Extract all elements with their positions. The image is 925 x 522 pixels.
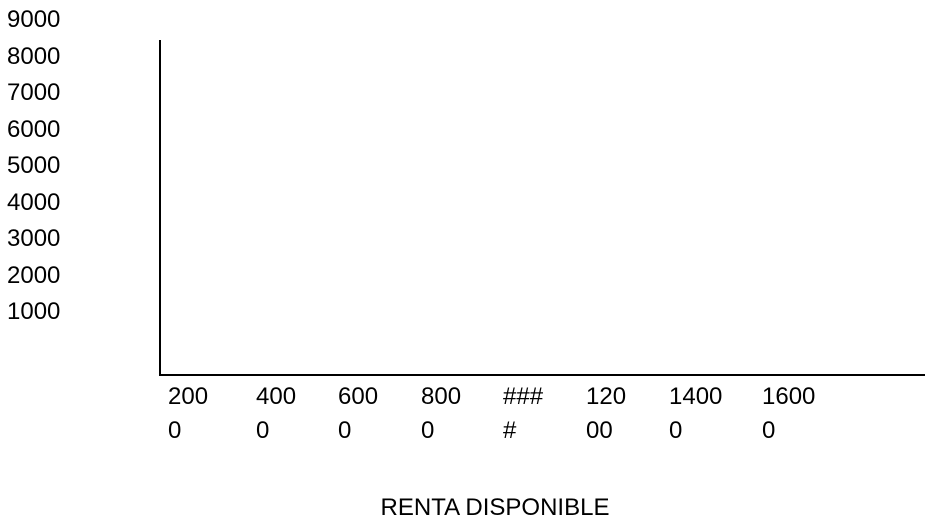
x-tick-label-line1: 1400 — [669, 383, 723, 410]
x-tick-label-line2: 0 — [762, 417, 776, 444]
x-tick-label: 120 00 — [586, 380, 626, 448]
x-tick-label-line2: 00 — [586, 417, 613, 444]
x-tick-label: 600 0 — [338, 380, 378, 448]
x-axis-title: RENTA DISPONIBLE — [380, 494, 610, 521]
x-tick-label-line2: # — [503, 417, 517, 444]
x-axis-line — [159, 374, 925, 376]
y-tick-label: 9000 — [7, 6, 61, 33]
x-tick-label-line1: 1600 — [762, 383, 816, 410]
y-tick-label: 4000 — [7, 188, 61, 216]
x-tick-label-line2: 0 — [669, 417, 683, 444]
x-tick-label-line2: 0 — [256, 417, 270, 444]
x-tick-label-line2: 0 — [421, 417, 435, 444]
x-tick-label-line1: 800 — [421, 383, 462, 410]
x-tick-label-line2: 0 — [338, 417, 352, 444]
x-tick-label: 200 0 — [168, 380, 208, 448]
y-tick-label: 3000 — [7, 225, 61, 252]
y-tick-label: 7000 — [7, 79, 61, 106]
y-axis-line — [159, 40, 161, 376]
y-tick-label: 8000 — [7, 42, 61, 70]
y-tick-label: 5000 — [7, 152, 61, 179]
x-tick-label: 1600 0 — [762, 380, 815, 448]
x-tick-label-line1: 600 — [338, 383, 379, 410]
x-tick-label: 800 0 — [421, 380, 461, 448]
x-tick-label: ### # — [503, 380, 543, 448]
y-tick-label: 6000 — [7, 115, 61, 143]
x-tick-label-line2: 0 — [168, 417, 182, 444]
y-tick-label: 1000 — [7, 298, 61, 325]
y-tick-label: 2000 — [7, 261, 61, 289]
x-tick-label-line1: 120 — [586, 383, 627, 410]
x-tick-label-line1: 400 — [256, 383, 297, 410]
x-tick-label: 1400 0 — [669, 380, 722, 448]
x-tick-label-line1: 200 — [168, 383, 209, 410]
x-tick-label: 400 0 — [256, 380, 296, 448]
x-tick-label-line1: ### — [503, 383, 544, 410]
